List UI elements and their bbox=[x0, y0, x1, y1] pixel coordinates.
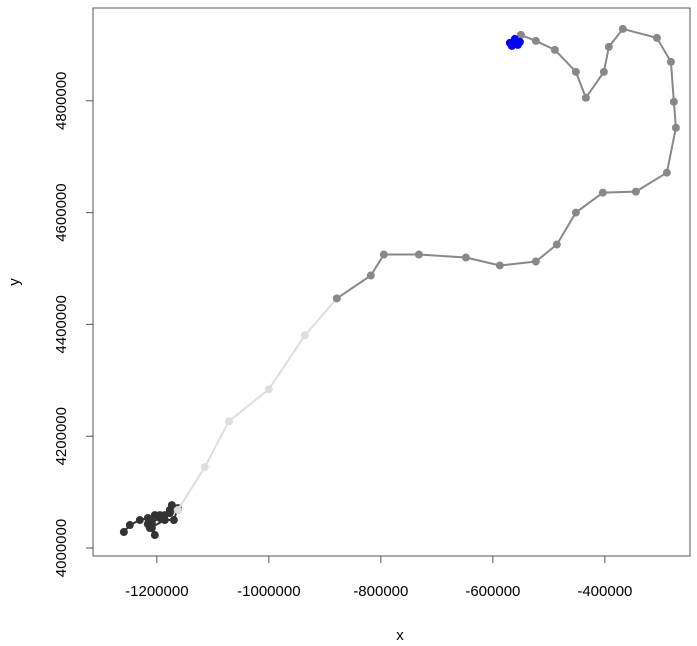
point bbox=[516, 30, 525, 39]
x-tick-label: -600000 bbox=[465, 583, 520, 600]
point bbox=[264, 385, 273, 394]
point bbox=[513, 40, 522, 49]
point bbox=[119, 528, 128, 537]
point bbox=[671, 123, 680, 132]
point bbox=[599, 67, 608, 76]
point bbox=[618, 24, 627, 33]
point bbox=[143, 520, 152, 529]
track-line bbox=[176, 297, 338, 511]
point bbox=[125, 521, 134, 530]
point bbox=[604, 42, 613, 51]
x-tick-label: -1200000 bbox=[125, 583, 188, 600]
point bbox=[631, 187, 640, 196]
point bbox=[495, 261, 504, 270]
point bbox=[300, 331, 309, 340]
x-tick-label: -800000 bbox=[353, 583, 408, 600]
point bbox=[150, 531, 159, 540]
point bbox=[167, 501, 176, 510]
point bbox=[662, 168, 671, 177]
track-line bbox=[336, 27, 677, 300]
point bbox=[135, 516, 144, 525]
point bbox=[366, 271, 375, 280]
point bbox=[531, 257, 540, 266]
point bbox=[571, 208, 580, 217]
point bbox=[200, 463, 209, 472]
point bbox=[224, 417, 233, 426]
y-axis-label: y bbox=[6, 278, 23, 286]
y-tick-label: 4000000 bbox=[53, 519, 70, 577]
point bbox=[652, 33, 661, 42]
y-tick-label: 4200000 bbox=[53, 407, 70, 465]
x-tick-label: -1000000 bbox=[237, 583, 300, 600]
y-tick-label: 4400000 bbox=[53, 295, 70, 353]
point bbox=[666, 57, 675, 66]
point bbox=[332, 294, 341, 303]
point bbox=[598, 188, 607, 197]
point bbox=[173, 506, 182, 515]
point bbox=[169, 516, 178, 525]
plot-box bbox=[92, 7, 691, 557]
y-tick-label: 4600000 bbox=[53, 183, 70, 241]
point bbox=[461, 253, 470, 262]
point bbox=[155, 514, 164, 523]
point bbox=[165, 509, 174, 518]
x-axis-label: x bbox=[396, 627, 404, 644]
point bbox=[507, 41, 516, 50]
point bbox=[550, 45, 559, 54]
point bbox=[414, 250, 423, 259]
y-tick-label: 4800000 bbox=[53, 72, 70, 130]
point bbox=[581, 93, 590, 102]
point bbox=[571, 67, 580, 76]
point bbox=[531, 36, 540, 45]
point bbox=[379, 250, 388, 259]
point bbox=[552, 240, 561, 249]
x-tick-label: -400000 bbox=[577, 583, 632, 600]
point bbox=[669, 97, 678, 106]
